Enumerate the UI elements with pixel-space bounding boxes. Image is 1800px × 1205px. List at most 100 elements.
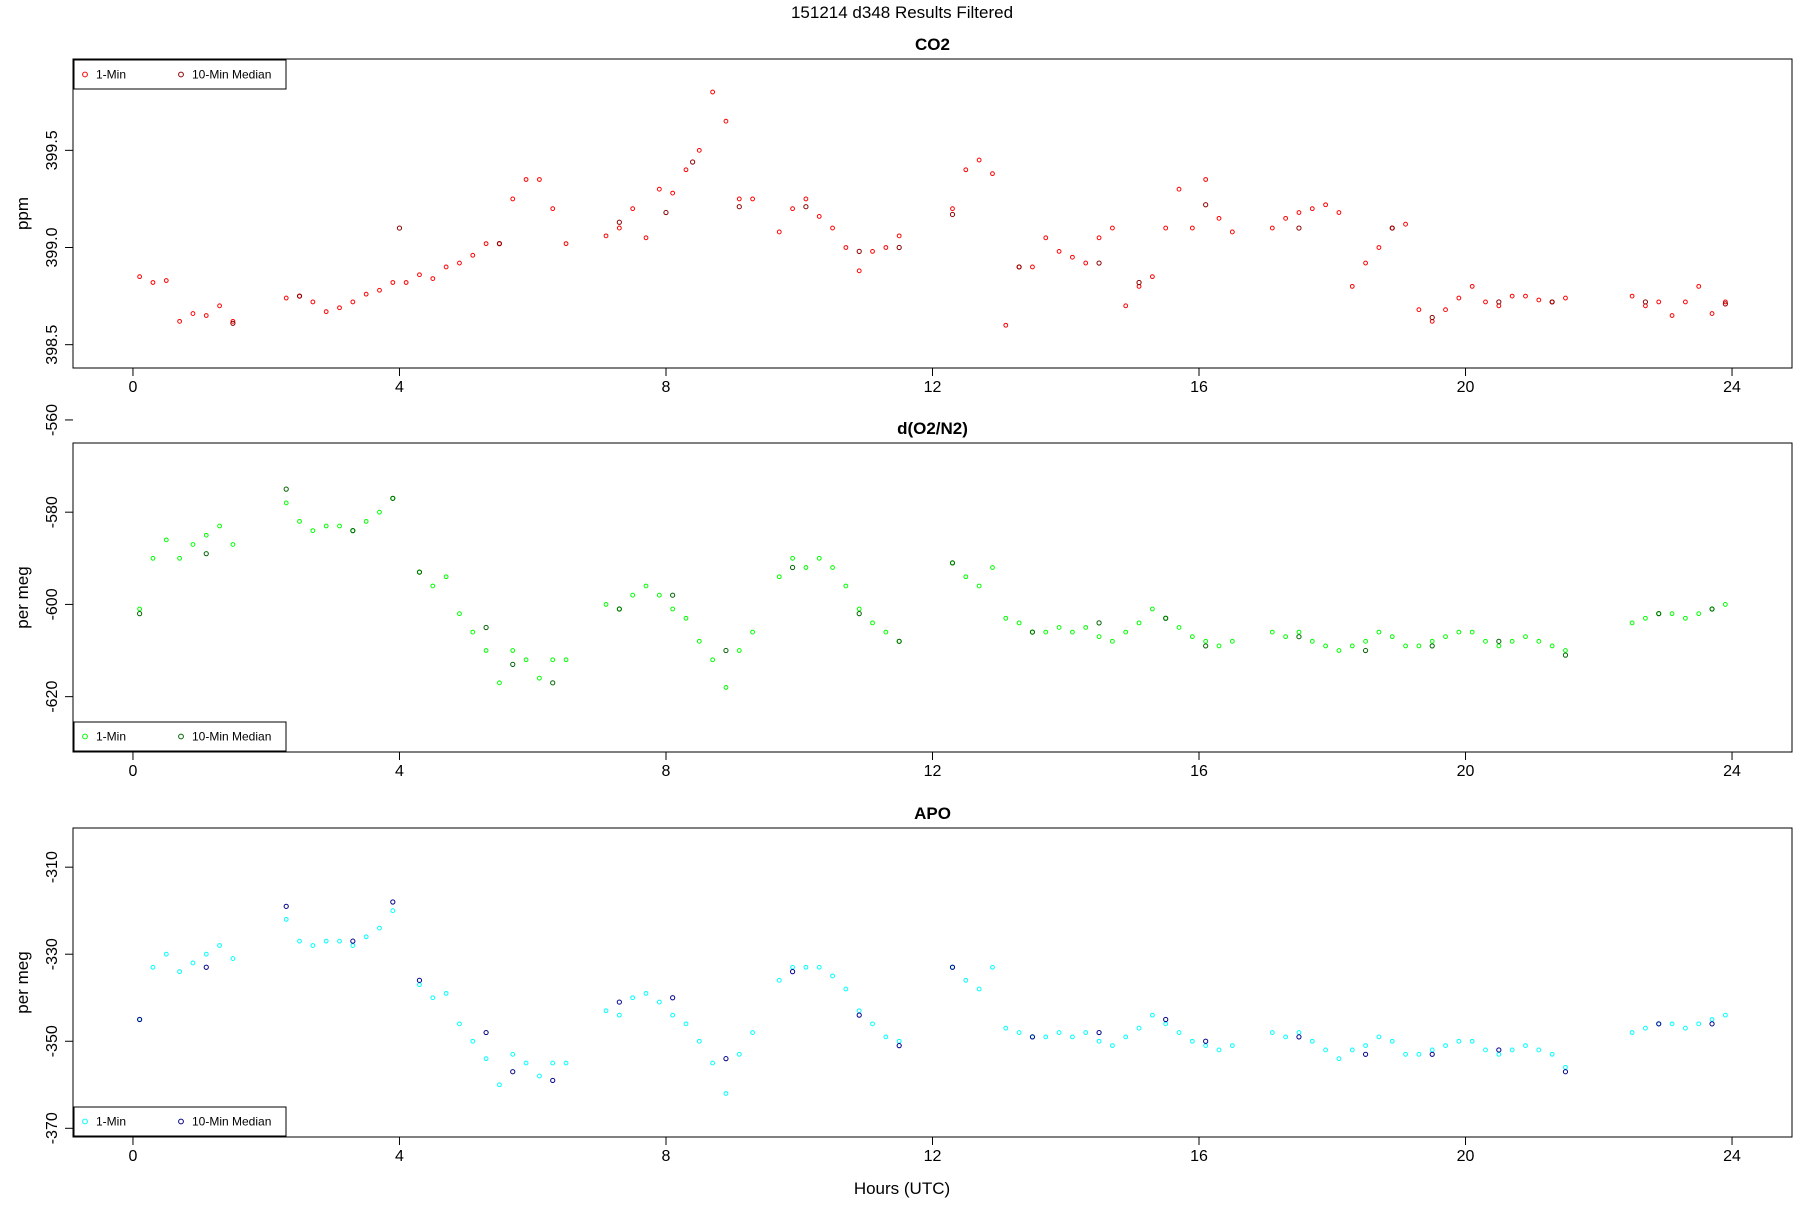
data-point [683,1021,689,1027]
data-point [203,551,209,557]
data-point [643,235,649,241]
data-point [1189,225,1195,231]
y-axis-label: per meg [13,951,32,1013]
data-point [1722,301,1728,307]
y-tick-label: -370 [44,1112,61,1144]
data-point [190,542,196,547]
data-point [670,1012,676,1018]
data-point [883,629,889,635]
x-tick-label: 8 [662,1148,671,1165]
data-point [1496,643,1502,649]
x-tick-label: 4 [395,379,404,396]
data-point [736,648,742,653]
y-tick-label: -580 [44,496,61,528]
data-point [1456,295,1462,301]
data-point [150,964,156,970]
panel-title: d(O2/N2) [897,419,968,438]
data-point [1483,638,1488,644]
data-point [883,245,889,250]
data-point [483,241,489,247]
data-point [523,657,529,663]
data-point [856,611,862,617]
data-point [1163,1021,1169,1027]
data-point [1682,1025,1688,1031]
data-point [723,1091,729,1096]
data-point [1656,299,1662,305]
data-point [710,89,716,95]
data-point [603,602,609,607]
data-point [856,248,862,254]
data-point [1682,299,1688,305]
data-point [550,206,556,212]
data-point [1563,295,1568,301]
data-point [1362,1051,1369,1057]
data-point [1483,1047,1488,1053]
data-point [1283,215,1289,221]
data-point [1149,274,1155,280]
legend-box [73,1106,287,1137]
x-tick-label: 16 [1190,763,1208,780]
data-point [403,280,409,285]
data-point [1056,1030,1062,1035]
legend-marker [82,71,88,78]
data-point [1443,1043,1448,1049]
data-point [536,1073,542,1079]
data-point [1363,260,1368,266]
data-point [1349,643,1355,649]
data-point [457,1021,462,1027]
data-point [976,583,982,589]
data-point [310,943,316,948]
data-point [177,318,183,324]
data-point [443,990,449,996]
data-point [896,244,902,251]
data-point [750,1030,756,1035]
data-point [310,299,316,305]
data-point [1203,202,1209,208]
data-point [1123,629,1129,635]
data-point [1043,235,1049,241]
data-point [776,574,782,580]
y-tick-label: -560 [44,404,61,436]
data-point [470,252,476,258]
data-point [816,964,822,970]
data-point [976,157,982,163]
data-point [1216,215,1222,221]
data-point [1296,1030,1302,1035]
data-point [1642,299,1649,305]
panel-2: d(O2/N2) per meg 0 4 8 12 16 20 24 -620 -600 -580 -5… [13,404,1793,780]
y-tick-label: -600 [44,588,61,620]
data-point [976,986,982,992]
data-point [843,583,849,589]
data-point [1296,634,1302,640]
data-point [430,583,436,589]
data-point [643,990,649,996]
data-point [1389,634,1395,640]
data-point [1176,186,1182,192]
data-point [1003,615,1009,621]
data-point [696,1038,702,1044]
data-point [1429,1047,1435,1053]
data-point [550,1060,556,1066]
data-point [1509,638,1515,644]
y-axis-label: ppm [13,197,32,230]
data-point [497,1082,502,1088]
data-point [390,495,396,501]
data-point [1536,297,1542,303]
data-point [1403,221,1408,227]
data-point [1722,299,1728,305]
data-point [1189,1038,1195,1044]
data-point [390,908,396,914]
data-point [736,1051,742,1057]
series-one-min [137,89,1728,328]
data-point [949,964,956,970]
data-point [1709,311,1715,316]
data-point [1509,293,1515,299]
data-point [190,311,196,316]
plot-frame [72,442,1793,753]
data-point [776,229,782,235]
data-point [1336,1056,1342,1062]
data-point [137,611,143,617]
legend-label: 1-Min [96,68,126,82]
data-point [896,233,902,239]
data-point [1003,1025,1009,1031]
